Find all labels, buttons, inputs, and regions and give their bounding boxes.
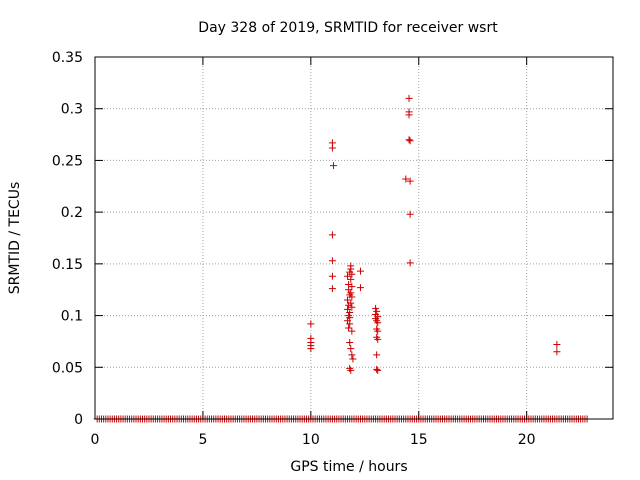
data-point-marker xyxy=(406,210,414,218)
data-point-marker xyxy=(374,335,382,343)
data-point-marker xyxy=(348,327,356,335)
y-tick-label: 0.35 xyxy=(52,50,83,66)
x-tick-label: 20 xyxy=(518,432,536,448)
data-points xyxy=(307,94,561,374)
data-point-marker xyxy=(405,111,413,119)
x-tick-label: 10 xyxy=(302,432,320,448)
data-point-marker xyxy=(307,320,315,328)
plot-border xyxy=(94,56,614,420)
data-point-marker xyxy=(406,137,414,145)
x-axis-label: GPS time / hours xyxy=(290,459,407,475)
chart-title: Day 328 of 2019, SRMTID for receiver wsr… xyxy=(198,20,498,36)
x-tick-label: 15 xyxy=(410,432,428,448)
data-point-marker xyxy=(307,345,315,353)
data-point-marker xyxy=(553,348,561,356)
data-point-marker xyxy=(405,136,413,144)
data-point-marker xyxy=(356,267,364,275)
data-point-marker xyxy=(328,144,336,152)
data-point-marker xyxy=(345,324,353,332)
data-point-marker xyxy=(373,307,381,315)
data-point-marker xyxy=(347,345,355,353)
data-point-marker xyxy=(402,175,410,183)
data-point-marker xyxy=(346,338,354,346)
y-tick-label: 0.25 xyxy=(52,153,83,169)
data-point-marker xyxy=(348,351,356,359)
y-tick-label: 0 xyxy=(74,412,83,428)
y-tick-label: 0.05 xyxy=(52,360,83,376)
data-point-marker xyxy=(328,272,336,280)
data-point-marker xyxy=(373,365,381,373)
y-tick-label: 0.1 xyxy=(61,309,83,325)
data-point-marker xyxy=(344,272,352,280)
data-point-marker xyxy=(374,366,382,374)
data-point-marker xyxy=(405,94,413,102)
data-point-marker xyxy=(348,303,356,311)
data-point-marker xyxy=(406,177,414,185)
data-point-marker xyxy=(347,265,355,273)
data-point-marker xyxy=(356,284,364,292)
y-tick-label: 0.2 xyxy=(61,205,83,221)
data-point-marker xyxy=(406,259,414,267)
data-point-marker xyxy=(374,319,382,327)
data-point-marker xyxy=(349,355,357,363)
data-point-marker xyxy=(372,304,380,312)
data-point-marker xyxy=(344,296,352,304)
axis-ticks: 0 0.05 0.1 0.15 0.2 0.25 0.3 0.35 0 5 10 15 20 xyxy=(52,50,613,448)
y-tick-label: 0.15 xyxy=(52,257,83,273)
data-point-marker xyxy=(348,283,356,291)
data-point-marker xyxy=(329,162,337,170)
data-point-marker xyxy=(348,270,356,278)
data-point-marker xyxy=(328,285,336,293)
data-point-marker xyxy=(347,299,355,307)
data-point-marker xyxy=(348,293,356,301)
data-point-marker xyxy=(374,327,382,335)
data-point-marker xyxy=(347,366,355,374)
x-tick-label: 5 xyxy=(198,432,207,448)
x-tick-label: 0 xyxy=(91,432,100,448)
y-tick-label: 0.3 xyxy=(61,102,83,118)
grid-lines xyxy=(95,57,613,419)
data-point-marker xyxy=(346,320,354,328)
data-point-marker xyxy=(347,275,355,283)
y-axis-label: SRMTID / TECUs xyxy=(7,182,23,295)
data-point-marker xyxy=(328,231,336,239)
data-point-marker xyxy=(328,257,336,265)
data-point-marker xyxy=(553,341,561,349)
data-point-marker xyxy=(373,351,381,359)
data-point-marker xyxy=(347,289,355,297)
